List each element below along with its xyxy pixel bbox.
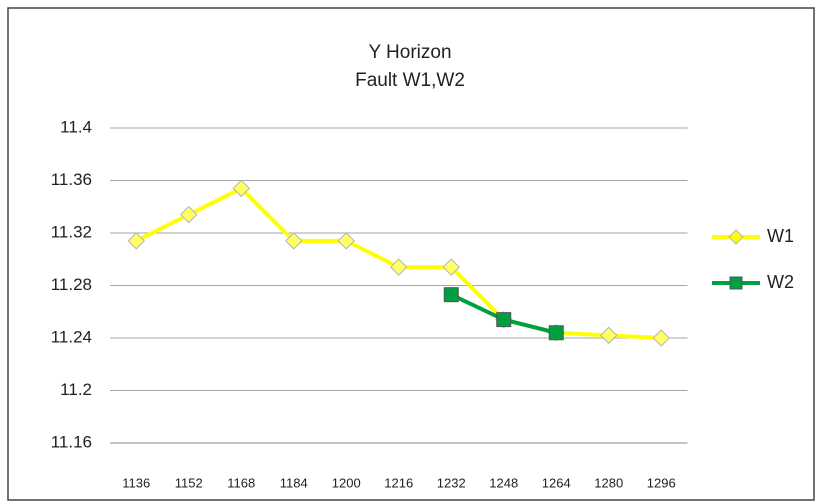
x-tick-label: 1264 (542, 475, 571, 490)
data-point (442, 258, 460, 276)
x-tick-label: 1296 (647, 475, 676, 490)
data-point (390, 258, 408, 276)
y-tick-label: 11.4 (60, 117, 92, 136)
x-tick-label: 1152 (175, 475, 203, 490)
data-point (180, 205, 198, 224)
chart-title: Y Horizon (368, 42, 451, 63)
legend-marker (729, 276, 743, 290)
x-tick-label: 1200 (332, 475, 361, 490)
y-tick-label: 11.16 (51, 432, 92, 451)
x-tick-label: 1216 (384, 475, 413, 490)
x-tick-label: 1248 (489, 475, 518, 490)
x-tick-label: 1136 (122, 475, 150, 490)
y-tick-label: 11.24 (51, 327, 92, 346)
data-point (337, 232, 355, 250)
data-point (496, 312, 512, 328)
y-tick-label: 11.2 (60, 380, 92, 399)
chart-frame (7, 7, 815, 501)
x-tick-label: 1184 (280, 475, 308, 490)
legend-marker (728, 229, 744, 245)
x-tick-label: 1232 (437, 475, 466, 490)
data-point (443, 287, 459, 303)
data-point (285, 232, 303, 250)
data-point (127, 232, 145, 250)
data-point (548, 325, 564, 341)
data-point (652, 329, 670, 347)
y-tick-label: 11.36 (51, 170, 92, 189)
chart-subtitle: Fault W1,W2 (355, 70, 465, 91)
x-tick-label: 1280 (594, 475, 623, 490)
legend-label: W1 (767, 226, 794, 246)
x-tick-label: 1168 (227, 475, 255, 490)
y-tick-label: 11.28 (51, 275, 92, 294)
data-point (232, 179, 250, 198)
data-point (600, 326, 618, 345)
y-tick-label: 11.32 (51, 222, 92, 241)
legend-label: W2 (767, 272, 794, 292)
